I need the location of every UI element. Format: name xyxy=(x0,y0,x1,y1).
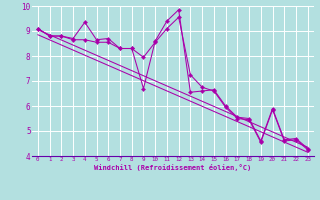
X-axis label: Windchill (Refroidissement éolien,°C): Windchill (Refroidissement éolien,°C) xyxy=(94,164,252,171)
